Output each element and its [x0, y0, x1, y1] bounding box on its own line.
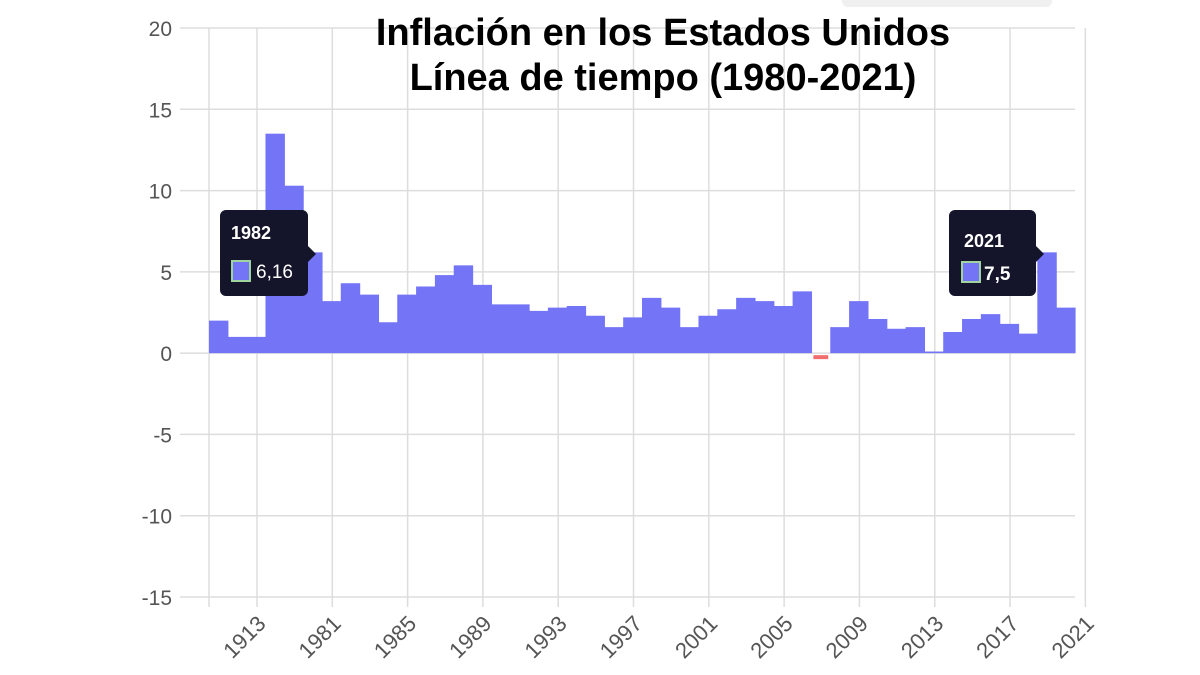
x-tick-label: 2021	[1047, 611, 1099, 663]
bar	[227, 336, 248, 354]
bar	[943, 332, 963, 354]
bar	[660, 307, 681, 354]
bar	[623, 317, 643, 354]
bar	[1037, 252, 1057, 354]
bar	[416, 286, 436, 354]
x-tick-label: 2001	[670, 611, 722, 663]
x-tick-label: 1985	[369, 611, 421, 663]
y-axis: 20 15 10 5 0 -5 -10 -15	[142, 18, 172, 610]
bar	[529, 310, 549, 354]
x-tick-label: 1997	[595, 611, 647, 663]
bar	[792, 291, 813, 354]
bar-negative	[813, 355, 829, 360]
x-tick-label: 2009	[821, 611, 873, 663]
y-tick-label: -10	[142, 506, 172, 529]
bar	[585, 315, 605, 354]
bar	[434, 275, 455, 354]
bar	[510, 304, 530, 354]
bar	[566, 305, 587, 354]
bar	[773, 305, 794, 354]
bar	[1056, 307, 1076, 354]
bar	[604, 327, 624, 354]
bar	[1018, 333, 1038, 354]
bar	[378, 322, 398, 354]
bar	[830, 327, 850, 354]
tooltip-title: 2021	[964, 231, 1004, 251]
bar	[980, 314, 1001, 354]
y-tick-label: 10	[149, 181, 172, 204]
bars	[209, 133, 1076, 360]
bar	[717, 309, 737, 354]
chart-title: Inflación en los Estados Unidos Línea de…	[376, 12, 950, 99]
bar	[321, 301, 342, 354]
bar	[905, 327, 925, 354]
bar	[642, 297, 662, 354]
y-tick-label: -15	[142, 587, 172, 610]
chart-title-line-2: Línea de tiempo (1980-2021)	[410, 57, 917, 99]
chart-title-line-1: Inflación en los Estados Unidos	[376, 12, 950, 54]
tooltip-value: 7,5	[984, 264, 1011, 285]
tooltip-value: 6,16	[256, 262, 293, 283]
bar	[867, 319, 888, 354]
tooltip-2021: 2021 7,5	[949, 210, 1044, 296]
x-tick-label: 1989	[444, 611, 496, 663]
x-tick-label: 2017	[971, 611, 1023, 663]
bar	[453, 265, 474, 354]
x-tick-label: 1913	[218, 611, 270, 663]
legend-swatch-icon	[231, 260, 251, 282]
bar	[849, 301, 869, 354]
x-axis: 1913 1981 1985 1989 1993 1997 2001 2005 2009 2013…	[218, 611, 1099, 663]
bar	[736, 297, 756, 354]
bar	[547, 307, 568, 354]
bar	[340, 283, 361, 354]
bar	[359, 294, 380, 354]
tooltip-1982: 1982 6,16	[220, 210, 316, 296]
y-tick-label: 15	[149, 99, 172, 122]
y-tick-label: 0	[160, 343, 172, 366]
bar	[472, 284, 492, 354]
x-tick-label: 2013	[896, 611, 948, 663]
bar	[886, 328, 907, 354]
bar	[698, 315, 718, 354]
browser-tab-fragment	[842, 0, 1052, 7]
bar	[246, 336, 267, 354]
bar	[491, 304, 511, 354]
x-tick-label: 1993	[519, 611, 571, 663]
y-tick-label: -5	[153, 424, 172, 447]
y-tick-label: 5	[160, 262, 172, 285]
tooltip-title: 1982	[231, 223, 271, 243]
y-tick-label: 20	[149, 18, 172, 41]
bar	[924, 351, 944, 354]
bar	[397, 294, 417, 354]
bar	[209, 320, 229, 354]
x-tick-label: 2005	[745, 611, 797, 663]
bar	[999, 323, 1020, 354]
legend-swatch-icon	[961, 261, 981, 283]
bar	[962, 319, 982, 354]
x-tick-label: 1981	[294, 611, 346, 663]
bar	[679, 327, 700, 354]
bar	[754, 301, 775, 354]
